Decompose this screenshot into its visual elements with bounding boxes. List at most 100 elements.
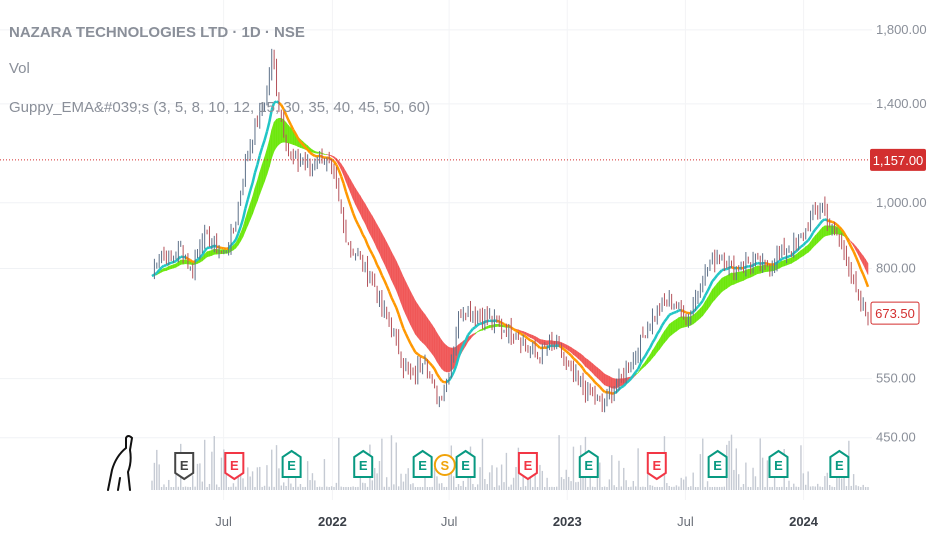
volume-bar [433, 467, 436, 490]
short-ema-segment [351, 212, 357, 220]
short-ema-segment [819, 219, 824, 225]
volume-bar [627, 486, 630, 490]
tradingview-logo-icon [107, 435, 134, 491]
volume-bar [539, 464, 541, 490]
band-segment [249, 196, 253, 220]
earnings-marker: E [174, 452, 195, 481]
volume-bar [630, 486, 632, 490]
volume-bar [613, 485, 615, 490]
volume-bar [460, 485, 462, 490]
split-marker-circle [433, 454, 456, 476]
band-segment [367, 207, 371, 234]
volume-bar [735, 448, 737, 490]
short-ema-segment [665, 314, 671, 320]
volume-bar [812, 486, 814, 490]
volume-bar [249, 476, 251, 490]
volume-bar [218, 487, 220, 490]
volume-bar [596, 473, 599, 490]
volume-bar [160, 486, 163, 490]
band-segment [656, 338, 660, 353]
volume-bar [658, 486, 661, 490]
band-segment [206, 250, 210, 258]
volume-bar [843, 475, 845, 490]
short-ema-segment [713, 274, 719, 280]
band-segment [719, 277, 723, 295]
band-segment [573, 348, 577, 357]
volume-bar [524, 486, 527, 490]
price-axis[interactable]: 1,800.00 1,400.00 1,000.00 800.00 550.00 450.… [870, 22, 927, 445]
earnings-marker-label: E [461, 458, 470, 473]
volume-bar [747, 486, 749, 490]
volume-bar [637, 448, 639, 490]
short-ema-segment [356, 223, 362, 230]
band-segment [659, 334, 663, 350]
short-ema-segment [260, 139, 266, 148]
volume-legend[interactable]: Vol [9, 60, 30, 77]
band-segment [702, 300, 706, 317]
volume-bar [397, 486, 400, 490]
short-ema-segment [711, 277, 716, 283]
short-ema-segment [385, 285, 391, 292]
band-segment [652, 346, 656, 359]
volume-bar [261, 486, 263, 490]
short-ema-segment [344, 191, 350, 200]
short-ema-segment [567, 352, 572, 357]
short-ema-segment [668, 312, 673, 317]
short-ema-segment [850, 246, 855, 253]
short-ema-segment [845, 236, 850, 243]
short-ema-segment [342, 183, 348, 193]
volume-bar [211, 451, 213, 490]
volume-bar [694, 486, 697, 490]
volume-bar [515, 466, 517, 490]
band-segment [395, 260, 399, 297]
band-segment [424, 313, 428, 349]
short-ema-segment [201, 250, 206, 256]
short-ema-segment [397, 313, 403, 322]
band-segment [527, 333, 531, 339]
band-segment [592, 363, 596, 377]
short-ema-segment [411, 347, 417, 354]
short-ema-segment [292, 129, 297, 135]
volume-bar [603, 486, 606, 490]
volume-bar [730, 434, 733, 490]
band-segment [427, 317, 431, 352]
indicator-legend[interactable]: Guppy_EMA&#039;s (3, 5, 8, 10, 12, 15, 3… [9, 99, 431, 116]
volume-bar [570, 481, 572, 490]
earnings-marker-shape [281, 449, 302, 478]
band-segment [565, 344, 569, 352]
short-ema-segment [368, 249, 374, 255]
short-ema-segment [402, 327, 407, 335]
volume-bar [639, 486, 642, 490]
volume-bar [673, 486, 675, 490]
volume-bar [563, 479, 565, 490]
volume-bar [553, 486, 556, 490]
time-axis[interactable]: Jul 2022 Jul 2023 Jul 2024 [215, 514, 819, 529]
band-segment [709, 289, 713, 307]
short-ema-segment [673, 310, 677, 314]
volume-bar [721, 486, 723, 490]
volume-bar [292, 486, 294, 490]
band-segment [247, 203, 251, 226]
volume-bar [766, 460, 769, 490]
volume-bar [666, 483, 668, 490]
volume-bar [790, 486, 793, 490]
short-ema-segment [354, 218, 360, 225]
band-segment [288, 124, 292, 145]
short-ema-segment [297, 137, 302, 143]
band-segment [671, 320, 675, 336]
band-segment [436, 331, 440, 367]
short-ema-segment [653, 333, 659, 340]
short-ema-segment [155, 269, 161, 274]
volume-bar [366, 486, 369, 490]
volume-bar [326, 486, 328, 490]
volume-bar [156, 449, 158, 490]
band-segment [582, 355, 586, 368]
volume-bar [256, 467, 259, 490]
short-ema-segment [363, 238, 369, 246]
band-segment [707, 292, 711, 311]
earnings-marker-shape [707, 449, 728, 478]
band-segment [431, 324, 435, 358]
band-segment [369, 211, 373, 239]
